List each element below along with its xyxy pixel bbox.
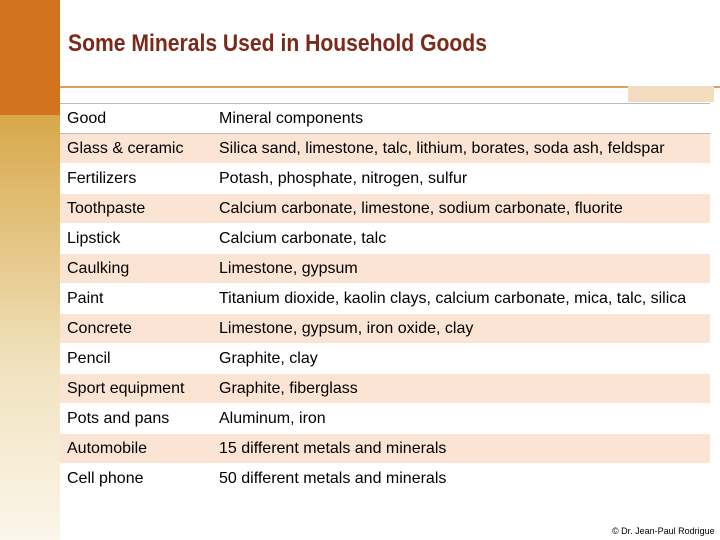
- table-cell: 50 different metals and minerals: [219, 470, 447, 487]
- table-cell: Concrete: [67, 320, 132, 337]
- table-cell: Toothpaste: [67, 200, 146, 217]
- table-cell: Caulking: [67, 260, 130, 277]
- header-row: Good Mineral components: [60, 103, 710, 134]
- table-cell: Potash, phosphate, nitrogen, sulfur: [219, 170, 468, 187]
- table-cell: Calcium carbonate, talc: [219, 230, 387, 247]
- table-cell: Fertilizers: [67, 170, 137, 187]
- table-row: Cell phone 50 different metals and minera…: [60, 464, 710, 494]
- title-rule: [60, 86, 720, 88]
- table-cell: Titanium dioxide, kaolin clays, calcium …: [219, 290, 687, 307]
- table-row: Sport equipment Graphite, fiberglass: [60, 373, 710, 404]
- table-row: Pots and pans Aluminum, iron: [60, 404, 710, 434]
- table-row: Fertilizers Potash, phosphate, nitrogen, …: [60, 164, 710, 194]
- accent-bar: [0, 0, 60, 115]
- credit: © Dr. Jean-Paul Rodrigue: [612, 526, 715, 536]
- table-cell: Pots and pans: [67, 410, 170, 427]
- table-cell: Lipstick: [67, 230, 121, 247]
- table-cell: Aluminum, iron: [219, 410, 326, 427]
- table-row: Caulking Limestone, gypsum: [60, 253, 710, 284]
- table-row: Pencil Graphite, clay: [60, 344, 710, 374]
- table-cell: Paint: [67, 290, 104, 307]
- table-cell: Graphite, fiberglass: [219, 380, 358, 397]
- column-header: Mineral components: [212, 103, 710, 134]
- table-row: Toothpaste Calcium carbonate, limestone, …: [60, 193, 710, 224]
- table-row: Concrete Limestone, gypsum, iron oxide, c…: [60, 313, 710, 344]
- table-cell: Sport equipment: [67, 380, 185, 397]
- table-row: Paint Titanium dioxide, kaolin clays, cal…: [60, 284, 710, 314]
- table-cell: Pencil: [67, 350, 111, 367]
- table-cell: Limestone, gypsum, iron oxide, clay: [219, 320, 474, 337]
- table-cell: Silica sand, limestone, talc, lithium, b…: [219, 140, 665, 157]
- table-row: Glass & ceramic Silica sand, limestone, t…: [60, 133, 710, 164]
- column-header: Good: [60, 103, 212, 134]
- table-cell: 15 different metals and minerals: [219, 440, 447, 457]
- table-cell: Cell phone: [67, 470, 144, 487]
- table-cell: Glass & ceramic: [67, 140, 184, 157]
- tab-mark: [628, 86, 714, 102]
- table-cell: Automobile: [67, 440, 148, 457]
- minerals-table: Good Mineral components Glass & ceramic Sil…: [60, 103, 710, 494]
- table-cell: Graphite, clay: [219, 350, 318, 367]
- table-cell: Limestone, gypsum: [219, 260, 358, 277]
- table-cell: Calcium carbonate, limestone, sodium car…: [219, 200, 623, 217]
- table-row: Lipstick Calcium carbonate, talc: [60, 224, 710, 254]
- accent-gradient: [0, 115, 60, 540]
- slide-title: Some Minerals Used in Household Goods: [68, 30, 487, 57]
- table-row: Automobile 15 different metals and minera…: [60, 433, 710, 464]
